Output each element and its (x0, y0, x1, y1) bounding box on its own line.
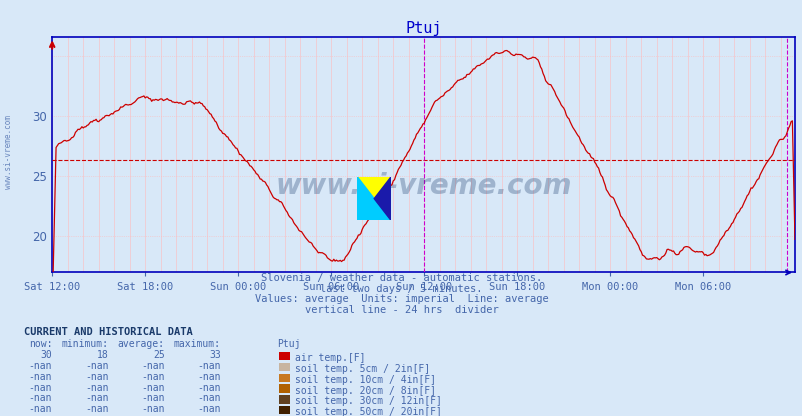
Text: -nan: -nan (29, 372, 52, 382)
Text: last two days / 5 minutes.: last two days / 5 minutes. (320, 284, 482, 294)
Polygon shape (374, 177, 391, 220)
Title: Ptuj: Ptuj (405, 21, 441, 36)
Text: air temp.[F]: air temp.[F] (294, 353, 365, 363)
Text: -nan: -nan (141, 394, 164, 404)
Text: -nan: -nan (141, 404, 164, 414)
Text: 18: 18 (96, 350, 108, 360)
Text: -nan: -nan (29, 383, 52, 393)
Text: -nan: -nan (197, 394, 221, 404)
Text: maximum:: maximum: (173, 339, 221, 349)
Text: -nan: -nan (85, 404, 108, 414)
Text: www.si-vreme.com: www.si-vreme.com (3, 115, 13, 189)
Text: Values: average  Units: imperial  Line: average: Values: average Units: imperial Line: av… (254, 295, 548, 305)
Text: -nan: -nan (85, 361, 108, 371)
Text: -nan: -nan (85, 372, 108, 382)
Text: Ptuj: Ptuj (277, 339, 300, 349)
Polygon shape (357, 177, 391, 220)
Text: vertical line - 24 hrs  divider: vertical line - 24 hrs divider (304, 305, 498, 315)
Text: 33: 33 (209, 350, 221, 360)
Text: now:: now: (29, 339, 52, 349)
Text: soil temp. 50cm / 20in[F]: soil temp. 50cm / 20in[F] (294, 407, 441, 416)
Text: -nan: -nan (197, 404, 221, 414)
Text: -nan: -nan (29, 404, 52, 414)
Text: soil temp. 10cm / 4in[F]: soil temp. 10cm / 4in[F] (294, 375, 435, 385)
Text: soil temp. 20cm / 8in[F]: soil temp. 20cm / 8in[F] (294, 386, 435, 396)
Text: -nan: -nan (141, 361, 164, 371)
Text: -nan: -nan (197, 372, 221, 382)
Text: -nan: -nan (85, 394, 108, 404)
Text: 25: 25 (152, 350, 164, 360)
Text: -nan: -nan (29, 394, 52, 404)
Text: www.si-vreme.com: www.si-vreme.com (275, 171, 571, 200)
Text: -nan: -nan (85, 383, 108, 393)
Text: Slovenia / weather data - automatic stations.: Slovenia / weather data - automatic stat… (261, 273, 541, 283)
Text: -nan: -nan (197, 361, 221, 371)
Polygon shape (357, 177, 391, 220)
Text: -nan: -nan (141, 372, 164, 382)
Text: -nan: -nan (141, 383, 164, 393)
Text: soil temp. 5cm / 2in[F]: soil temp. 5cm / 2in[F] (294, 364, 429, 374)
Text: 30: 30 (40, 350, 52, 360)
Text: soil temp. 30cm / 12in[F]: soil temp. 30cm / 12in[F] (294, 396, 441, 406)
Text: average:: average: (117, 339, 164, 349)
Text: CURRENT AND HISTORICAL DATA: CURRENT AND HISTORICAL DATA (24, 327, 192, 337)
Text: minimum:: minimum: (61, 339, 108, 349)
Text: -nan: -nan (29, 361, 52, 371)
Text: -nan: -nan (197, 383, 221, 393)
